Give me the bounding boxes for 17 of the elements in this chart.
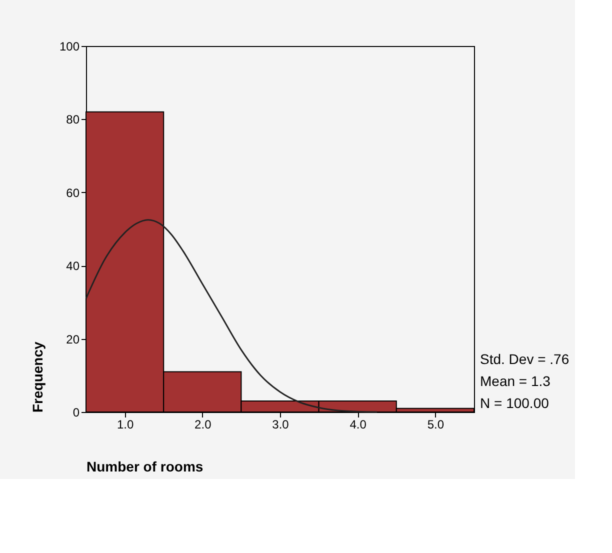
y-tick-label: 20 [66,332,80,346]
x-axis-title: Number of rooms [86,458,204,474]
y-tick-label: 40 [66,259,80,274]
y-tick-label: 0 [72,406,80,420]
x-tick-label: 3.0 [272,418,290,432]
text: Mean = 1.3 [480,373,551,389]
y-tick-label: 60 [66,186,80,200]
x-tick-label: 4.0 [350,418,367,432]
x-tick-label: 1.0 [116,418,134,432]
text: N = 100.00 [480,395,550,411]
line-series [85,219,378,413]
text: Std. Dev = .76 [480,351,570,367]
x-tick-label: 5.0 [427,418,444,432]
y-axis-title: Frequency [29,341,46,412]
x-tick-label: 2.0 [194,418,212,432]
y-tick-label: 80 [66,112,80,127]
y-tick-label: 100 [59,40,80,54]
